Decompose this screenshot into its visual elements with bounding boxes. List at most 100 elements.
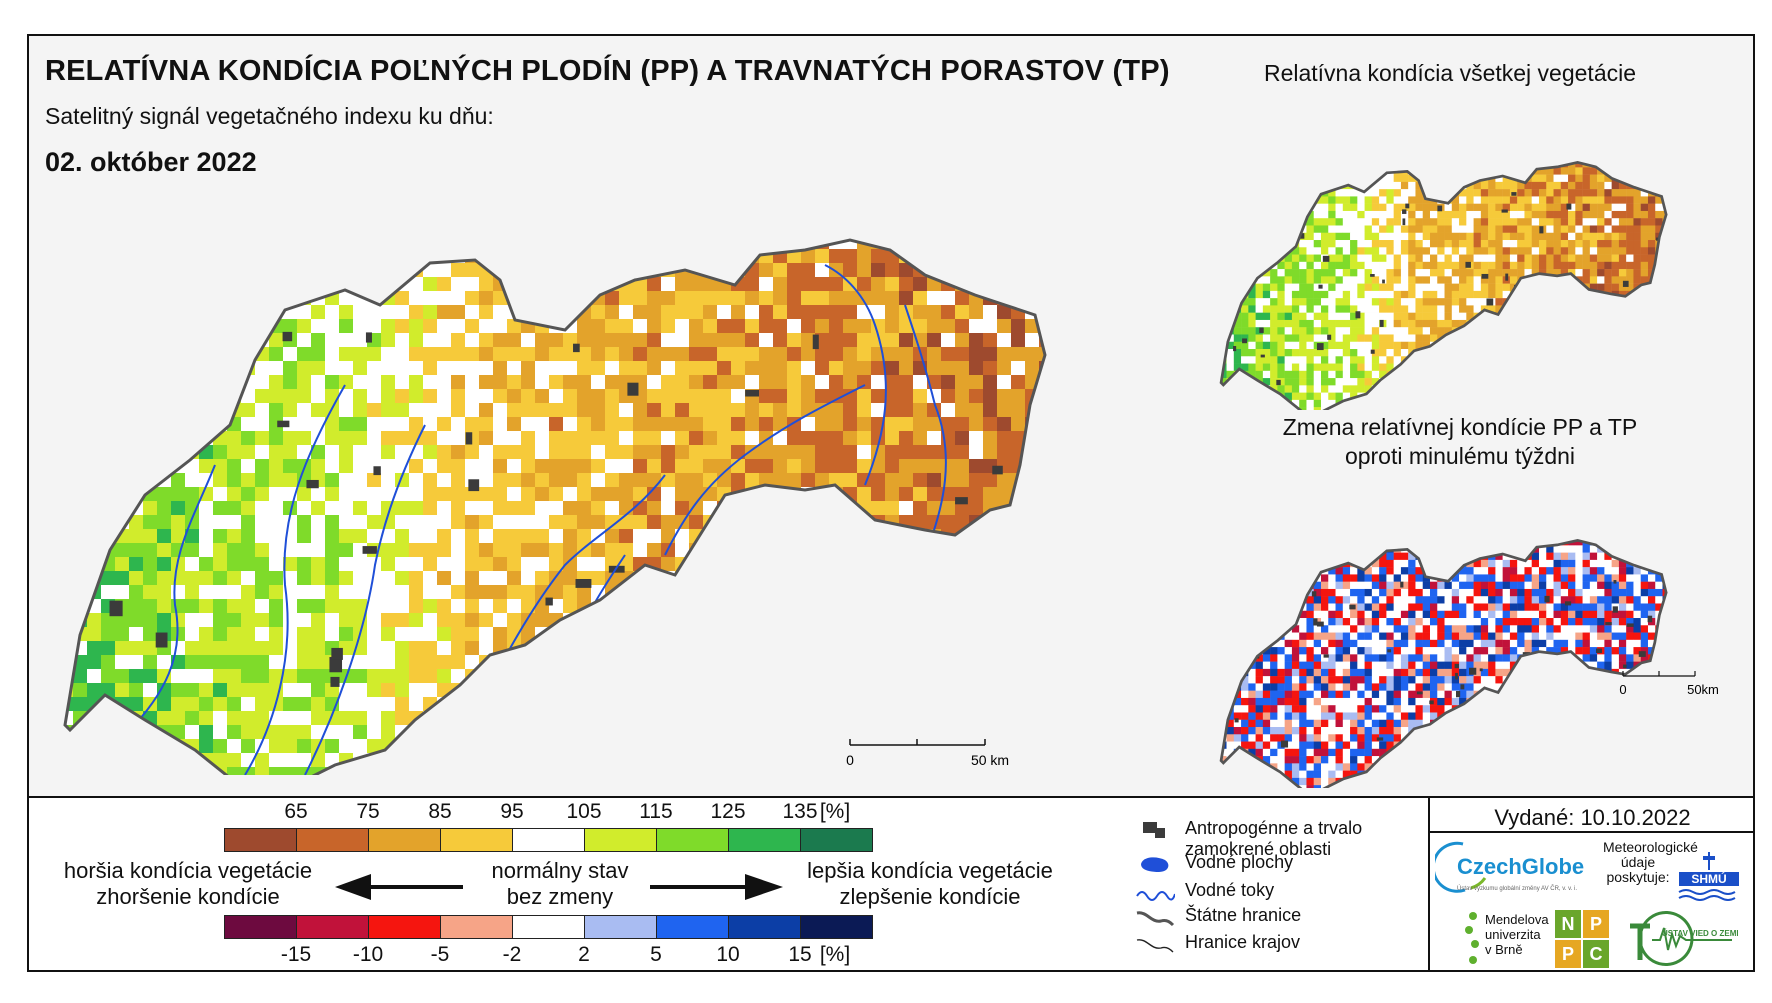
map-cell [703,697,718,712]
map-cell [1422,269,1431,277]
map-cell [1437,370,1445,379]
map-cell [829,445,844,460]
map-cell [1320,334,1329,342]
map-cell [1517,261,1525,270]
map-cell [661,585,676,600]
map-cell [563,473,578,488]
map-cell [1560,269,1569,277]
map-cell [1524,283,1532,292]
map-cell [1212,204,1219,211]
map-cell [703,319,718,334]
urban-area-patch [138,471,148,479]
map-cell [1509,247,1518,255]
map-cell [157,347,172,362]
map-cell [941,669,956,684]
map-cell [227,319,242,334]
map-cell [143,613,158,628]
map-cell [941,585,956,600]
map-cell [507,473,522,488]
map-cell [1233,327,1242,335]
map-cell [521,529,536,544]
map-cell [339,585,354,600]
map-cell [857,557,872,572]
map-cell [1212,196,1219,203]
map-cell [465,739,480,754]
map-cell [381,403,396,418]
map-cell [255,459,270,474]
map-cell [1589,283,1598,292]
map-cell [857,529,872,544]
map-cell [675,641,690,656]
map-cell [297,319,312,334]
map-cell [1553,261,1562,270]
map-cell [1393,218,1402,226]
map-cell [857,487,872,502]
map-cell [759,739,774,754]
map-cell [1335,210,1344,219]
map-cell [493,445,508,460]
map-cell [437,543,452,558]
map-cell [941,305,956,320]
map-cell [465,319,480,334]
map-cell [325,347,340,362]
map-cell [339,697,354,712]
map-cell [1039,375,1045,390]
map-cell [283,445,298,460]
map-cell [451,319,466,334]
map-cell [1328,341,1336,350]
map-cell [493,240,508,250]
map-cell [1480,218,1489,226]
map-cell [297,403,312,418]
map-cell [241,529,256,544]
map-cell [1313,283,1322,292]
map-cell [451,599,466,614]
map-cell [1582,261,1591,270]
map-cell [1342,276,1351,284]
map-cell [129,403,144,418]
map-cell [423,739,438,754]
map-cell [1473,269,1482,277]
map-cell [1560,210,1569,219]
map-cell [199,515,214,530]
map-cell [325,599,340,614]
map-cell [1039,403,1045,418]
map-cell [395,291,410,306]
map-cell [479,739,494,754]
map-cell [1560,276,1569,284]
map-cell [1053,473,1068,488]
map-cell [829,375,844,390]
map-cell [913,375,928,390]
map-cell [227,725,242,740]
map-cell [227,459,242,474]
map-cell [115,249,130,264]
map-cell [1647,370,1656,379]
main-scale-km: 50 km [971,752,1009,768]
map-cell [815,445,830,460]
map-cell [115,389,130,404]
map-cell [801,431,816,446]
map-cell [647,375,662,390]
map-cell [45,655,60,670]
map-cell [1262,312,1271,321]
map-cell [1546,290,1554,299]
map-cell [899,669,914,684]
map-cell [1517,196,1525,204]
map-cell [1655,363,1663,372]
map-cell [507,655,522,670]
map-cell [339,599,354,614]
map-cell [941,333,956,348]
map-cell [1262,356,1271,364]
map-cell [479,445,494,460]
map-cell [1444,162,1453,168]
map-cell [969,571,984,586]
map-cell [115,501,130,516]
map-cell [773,571,788,586]
map-cell [1633,276,1641,284]
map-cell [297,529,312,544]
map-cell [65,557,74,572]
map-cell [1466,327,1474,335]
map-cell [1357,162,1365,168]
map-cell [1473,319,1482,328]
map-cell [507,417,522,432]
map-cell [661,669,676,684]
